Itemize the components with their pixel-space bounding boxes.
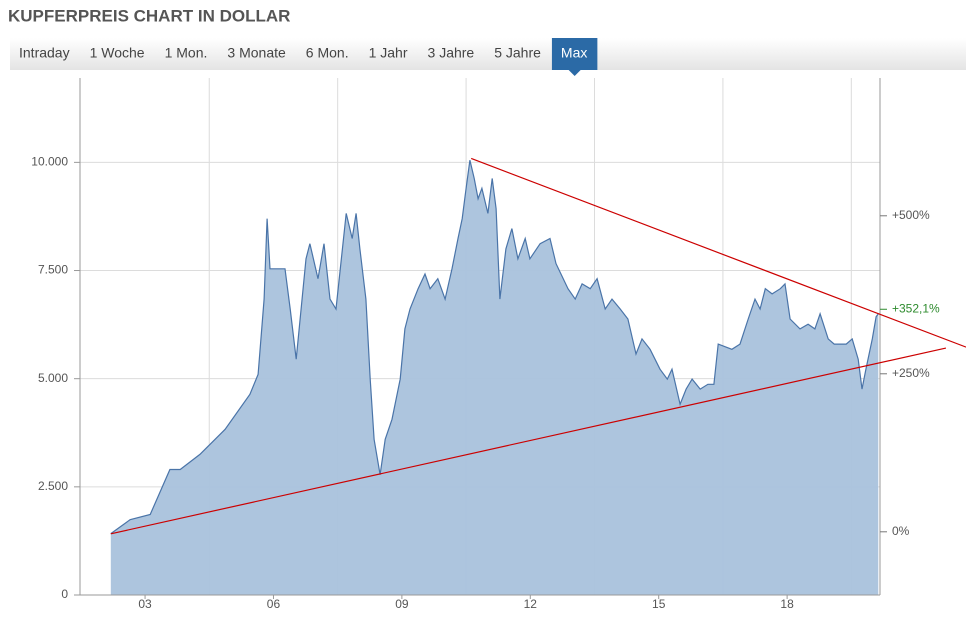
x-tick-label: 09 [395, 597, 409, 611]
tab-background [551, 38, 598, 70]
tab[interactable]: 3 Jahre [428, 45, 475, 61]
y2-tick-label: +250% [892, 366, 930, 380]
y2-tick-label: +500% [892, 208, 930, 222]
area [110, 160, 879, 595]
y-tick-label: 5.000 [38, 371, 68, 385]
chart-title: KUPFERPREIS CHART IN DOLLAR [8, 6, 290, 25]
current-change-label: +352,1% [892, 301, 940, 315]
trend-line [471, 157, 966, 348]
y-tick-label: 0 [61, 587, 68, 601]
x-tick-label: 06 [267, 597, 281, 611]
y-tick-label: 7.500 [38, 263, 68, 277]
tab[interactable]: 1 Woche [90, 45, 145, 61]
tab-pointer [568, 70, 581, 76]
tab[interactable]: Intraday [19, 45, 70, 61]
tab[interactable]: 6 Mon. [306, 45, 349, 61]
tab[interactable]: 5 Jahre [494, 45, 541, 61]
tab-bar [10, 38, 966, 70]
y2-tick-label: 0% [892, 524, 910, 538]
trend-line [110, 347, 947, 535]
line [110, 160, 879, 535]
tab[interactable]: 1 Jahr [369, 45, 408, 61]
x-tick-label: 03 [138, 597, 152, 611]
y-tick-label: 2.500 [38, 479, 68, 493]
tab[interactable]: Max [561, 45, 587, 61]
tab[interactable]: 1 Mon. [165, 45, 208, 61]
tab[interactable]: 3 Monate [227, 45, 286, 61]
x-tick-label: 12 [524, 597, 538, 611]
x-tick-label: 15 [652, 597, 666, 611]
x-tick-label: 18 [780, 597, 794, 611]
y-tick-label: 10.000 [31, 155, 68, 169]
